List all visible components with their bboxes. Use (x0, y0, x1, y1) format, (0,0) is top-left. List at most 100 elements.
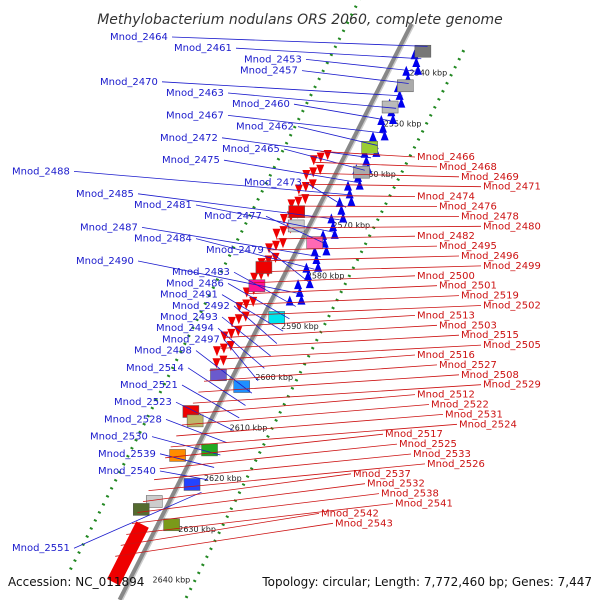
gene-label-reverse: Mnod_2525 (399, 439, 457, 450)
reverse-gene-arrow (250, 272, 259, 283)
gene-leader-line (226, 324, 438, 338)
gene-block (255, 261, 273, 274)
gene-label-reverse: Mnod_2505 (483, 340, 541, 351)
gene-leader-line (259, 265, 482, 273)
gene-block (361, 141, 378, 154)
gene-label-reverse: Mnod_2480 (483, 221, 541, 232)
gene-leader-line (159, 470, 208, 481)
gene-label-reverse: Mnod_2478 (461, 211, 519, 222)
gene-leader-line (305, 59, 416, 72)
kbp-tick-label: 2640 kbp (153, 576, 191, 585)
gene-leader-line (301, 70, 409, 84)
gene-block (287, 219, 305, 233)
reverse-gene-arrow (272, 240, 281, 251)
reverse-gene-arrow (226, 340, 235, 351)
gene-label-reverse: Mnod_2499 (483, 261, 541, 272)
gene-leader-line (126, 503, 394, 535)
gene-leader-line (195, 350, 253, 394)
gene-leader-line (267, 249, 309, 282)
gene-leader-line (293, 103, 390, 122)
accession-label: Accession: NC_011894 (8, 575, 144, 589)
gene-leader-line (303, 183, 482, 188)
gene-label-reverse: Mnod_2508 (461, 370, 519, 381)
kbp-tick-label: 2590 kbp (281, 322, 319, 331)
gene-leader-line (148, 463, 426, 492)
gene-leader-line (227, 115, 384, 134)
gene-block (397, 79, 414, 93)
gene-leader-line (248, 285, 438, 295)
gene-block (201, 443, 218, 457)
gene-label-forward: Mnod_2528 (104, 414, 162, 425)
gene-leader-line (309, 172, 460, 178)
gene-leader-line (203, 364, 438, 382)
forward-gene-arrow (347, 196, 356, 207)
reverse-gene-arrow (235, 302, 244, 313)
gene-leader-line (165, 433, 384, 459)
forward-gene-arrow (380, 130, 389, 141)
topology-label: Topology: circular; Length: 7,772,460 bp… (261, 575, 592, 589)
gene-label-forward: Mnod_2460 (232, 99, 290, 110)
gene-label-forward: Mnod_2481 (134, 200, 192, 211)
gene-label-reverse: Mnod_2515 (461, 330, 519, 341)
gene-label-reverse: Mnod_2469 (461, 172, 519, 183)
kbp-tick-label: 2570 kbp (332, 221, 370, 230)
gene-label-reverse: Mnod_2526 (427, 459, 485, 470)
forward-gene-arrow (329, 221, 338, 232)
forward-gene-arrow (412, 57, 421, 68)
gene-label-forward: Mnod_2464 (110, 32, 168, 43)
gene-leader-line (227, 92, 397, 109)
gene-label-reverse: Mnod_2541 (395, 499, 453, 510)
gene-label-forward: Mnod_2470 (100, 77, 158, 88)
gene-label-forward: Mnod_2523 (114, 397, 172, 408)
kbp-tick-label: 2550 kbp (384, 119, 422, 128)
gene-block (353, 165, 370, 179)
gene-leader-line (237, 305, 482, 316)
gene-leader-line (137, 193, 340, 221)
gene-leader-line (221, 294, 284, 332)
gene-leader-line (115, 522, 334, 557)
gene-label-reverse: Mnod_2501 (439, 281, 497, 292)
gene-label-forward: Mnod_2473 (244, 178, 302, 189)
forward-gene-arrow (377, 114, 386, 125)
gene-label-reverse: Mnod_2482 (417, 231, 475, 242)
gene-label-reverse: Mnod_2527 (439, 360, 497, 371)
gene-block (414, 44, 432, 58)
forward-gene-arrow (322, 245, 331, 256)
gene-label-reverse: Mnod_2513 (417, 310, 475, 321)
gene-leader-line (298, 194, 416, 197)
gene-leader-line (283, 148, 365, 171)
gene-leader-line (223, 159, 359, 183)
gene-label-forward: Mnod_2479 (206, 245, 264, 256)
kbp-tick-label: 2620 kbp (204, 474, 242, 483)
reverse-gene-arrow (271, 252, 280, 263)
gene-leader-line (231, 315, 416, 327)
gene-leader-line (270, 245, 438, 251)
gene-leader-line (175, 401, 234, 431)
reverse-gene-arrow (302, 169, 311, 180)
gene-block (186, 414, 204, 428)
gene-label-forward: Mnod_2514 (126, 363, 184, 374)
gene-leader-line (181, 384, 240, 419)
forward-gene-arrow (310, 246, 319, 257)
forward-gene-arrow (337, 204, 346, 215)
gene-leader-line (187, 367, 246, 406)
kbp-tick-label: 2610 kbp (230, 424, 268, 433)
gene-leader-line (233, 271, 296, 307)
gene-leader-line (221, 137, 372, 159)
gene-label-forward: Mnod_2530 (90, 432, 148, 443)
gene-leader-line (159, 443, 398, 470)
gene-leader-line (187, 394, 416, 415)
gene-block (288, 205, 305, 218)
gene-label-forward: Mnod_2486 (166, 278, 224, 289)
reverse-gene-arrow (227, 316, 236, 327)
gene-label-forward: Mnod_2485 (76, 189, 134, 200)
forward-gene-arrow (368, 131, 377, 142)
forward-gene-arrow (362, 155, 371, 166)
gene-label-forward: Mnod_2493 (160, 312, 218, 323)
gene-block (210, 368, 227, 382)
gene-block (233, 380, 250, 393)
reverse-gene-arrow (316, 164, 325, 175)
gene-label-forward: Mnod_2490 (76, 256, 134, 267)
gene-label-reverse: Mnod_2512 (417, 390, 475, 401)
